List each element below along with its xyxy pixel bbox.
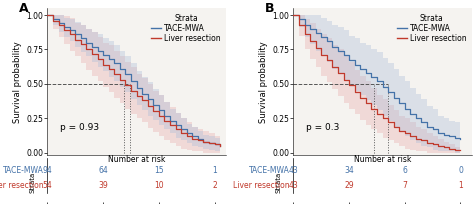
Text: 43: 43 (289, 166, 298, 175)
Text: Number at risk: Number at risk (354, 155, 411, 164)
Text: p = 0.3: p = 0.3 (306, 123, 339, 132)
Text: p = 0.93: p = 0.93 (60, 123, 99, 132)
Text: Strata: Strata (275, 172, 281, 193)
Text: Strata: Strata (29, 172, 35, 193)
Y-axis label: Survival probability: Survival probability (259, 41, 268, 123)
Text: 1: 1 (212, 166, 217, 175)
Text: Liver resection: Liver resection (233, 181, 290, 190)
Text: 7: 7 (402, 181, 407, 190)
Text: 94: 94 (43, 166, 52, 175)
Text: 39: 39 (98, 181, 108, 190)
Text: 54: 54 (43, 181, 52, 190)
Text: Liver resection: Liver resection (0, 181, 44, 190)
Text: 6: 6 (402, 166, 407, 175)
Text: 2: 2 (212, 181, 217, 190)
Text: 0: 0 (458, 166, 463, 175)
Text: 43: 43 (289, 181, 298, 190)
Text: B: B (265, 2, 274, 15)
Legend: TACE-MWA, Liver resection: TACE-MWA, Liver resection (396, 12, 468, 44)
Y-axis label: Survival probability: Survival probability (13, 41, 22, 123)
Text: TACE-MWA: TACE-MWA (3, 166, 44, 175)
Text: 29: 29 (344, 181, 354, 190)
Text: Number at risk: Number at risk (108, 155, 165, 164)
Text: 15: 15 (154, 166, 164, 175)
Text: A: A (19, 2, 28, 15)
Text: 64: 64 (98, 166, 108, 175)
Text: TACE-MWA: TACE-MWA (249, 166, 290, 175)
Legend: TACE-MWA, Liver resection: TACE-MWA, Liver resection (150, 12, 222, 44)
Text: 34: 34 (344, 166, 354, 175)
Text: 1: 1 (458, 181, 463, 190)
Text: 10: 10 (154, 181, 164, 190)
